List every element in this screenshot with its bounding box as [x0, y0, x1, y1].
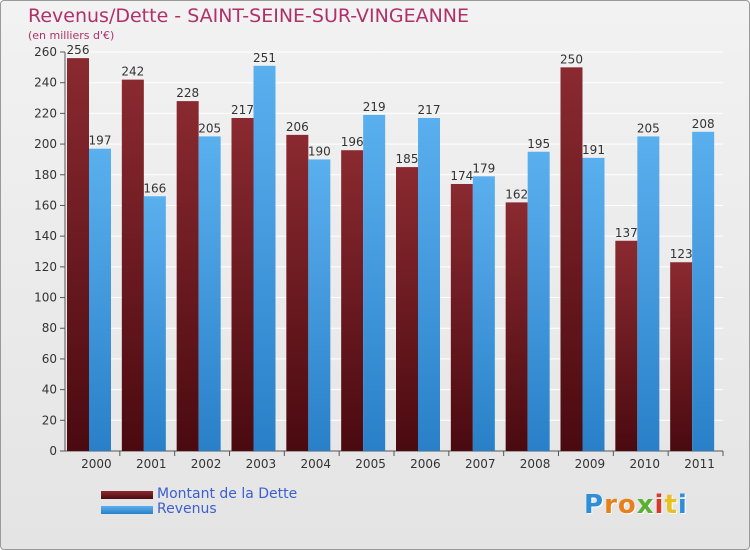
y-tick-label: 100 [34, 291, 57, 305]
data-label-dette: 242 [121, 65, 144, 79]
x-tick-label: 2008 [520, 457, 551, 471]
logo-letter: r [604, 490, 618, 520]
data-labels: 256 197 242 166 228 205 217 251 206 190 196 219 185 2… [67, 43, 715, 261]
data-label-revenus: 205 [637, 121, 660, 135]
logo-letter: i [654, 490, 665, 520]
x-tick-label: 2011 [684, 457, 715, 471]
bar-dette [450, 183, 473, 451]
bar-dette [615, 240, 638, 451]
bar-revenus [253, 65, 276, 452]
x-tick-label: 2006 [410, 457, 441, 471]
bar-dette [286, 134, 309, 451]
data-label-dette: 228 [176, 86, 199, 100]
y-tick-label: 80 [42, 321, 57, 335]
data-label-revenus: 190 [308, 144, 331, 158]
bar-revenus [637, 136, 660, 451]
bar-revenus [582, 157, 605, 451]
y-tick-label: 40 [42, 383, 57, 397]
data-label-dette: 217 [231, 103, 254, 117]
data-label-revenus: 195 [527, 137, 550, 151]
y-tick-label: 120 [34, 260, 57, 274]
data-label-dette: 137 [615, 226, 638, 240]
data-label-revenus: 217 [418, 103, 441, 117]
bar-revenus [89, 148, 111, 451]
logo-letter: x [636, 490, 655, 520]
bars [67, 58, 715, 452]
bar-dette [670, 262, 693, 451]
x-tick-label: 2001 [136, 457, 167, 471]
y-tick-label: 200 [34, 137, 57, 151]
data-label-revenus: 166 [143, 181, 166, 195]
data-label-revenus: 205 [198, 121, 221, 135]
data-label-revenus: 208 [692, 117, 715, 131]
y-tick-label: 160 [34, 198, 57, 212]
y-tick-label: 20 [42, 413, 57, 427]
y-tick-label: 60 [42, 352, 57, 366]
bar-dette [231, 117, 254, 451]
y-tick-label: 220 [34, 106, 57, 120]
bar-revenus [198, 136, 221, 451]
x-tick-label: 2000 [81, 457, 112, 471]
x-tick-label: 2009 [575, 457, 606, 471]
bar-revenus [692, 131, 715, 452]
y-tick-label: 0 [49, 444, 57, 458]
data-label-dette: 256 [67, 43, 90, 57]
x-tick-label: 2005 [355, 457, 386, 471]
data-label-revenus: 219 [363, 100, 386, 114]
bar-dette [396, 167, 418, 451]
data-label-dette: 250 [560, 52, 583, 66]
bar-revenus [308, 159, 331, 451]
data-label-dette: 196 [341, 135, 364, 149]
data-label-dette: 185 [396, 152, 419, 166]
bar-dette [121, 79, 144, 451]
bar-revenus [418, 117, 440, 451]
legend-label-revenus: Revenus [157, 501, 217, 517]
bar-revenus [363, 114, 386, 452]
legend-label-dette: Montant de la Dette [157, 486, 298, 502]
bar-dette [505, 202, 528, 451]
logo-letter: t [664, 490, 678, 520]
data-label-dette: 174 [450, 169, 473, 183]
legend-swatch-revenus [101, 506, 153, 514]
logo-letter: i [677, 490, 688, 520]
x-tick-label: 2004 [300, 457, 331, 471]
legend-swatch-dette [101, 491, 153, 499]
data-label-dette: 123 [670, 247, 693, 261]
bar-dette [341, 150, 364, 451]
bar-dette [176, 101, 199, 451]
bar-dette [560, 67, 583, 451]
chart-title: Revenus/Dette - SAINT-SEINE-SUR-VINGEANN… [28, 5, 469, 27]
x-tick-label: 2002 [191, 457, 222, 471]
bar-dette [67, 58, 89, 452]
x-tick-label: 2010 [629, 457, 660, 471]
bar-revenus [472, 176, 495, 452]
data-label-revenus: 251 [253, 51, 276, 65]
data-label-revenus: 179 [472, 161, 495, 175]
chart-subtitle: (en milliers d'€) [28, 29, 115, 42]
bar-revenus [143, 196, 166, 451]
x-tick-label: 2007 [465, 457, 496, 471]
grid [65, 51, 723, 452]
data-label-revenus: 191 [582, 143, 605, 157]
data-label-dette: 162 [505, 187, 528, 201]
y-tick-label: 180 [34, 168, 57, 182]
data-label-dette: 206 [286, 120, 309, 134]
y-tick-label: 140 [34, 229, 57, 243]
proxiti-logo: Proxiti [584, 490, 688, 520]
y-tick-label: 240 [34, 76, 57, 90]
data-label-revenus: 197 [89, 134, 112, 148]
axes: 0 20 40 60 80 100 120 140 160 180 200 220 240 260 2000… [34, 45, 724, 471]
logo-letter: o [617, 490, 637, 520]
bar-revenus [527, 151, 550, 451]
x-tick-label: 2003 [246, 457, 277, 471]
y-tick-label: 260 [34, 45, 57, 59]
logo-letter: P [584, 490, 605, 520]
